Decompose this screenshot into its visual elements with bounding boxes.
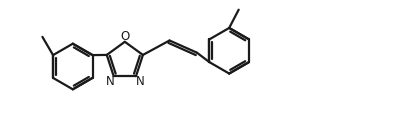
Text: N: N — [135, 75, 144, 88]
Text: O: O — [120, 30, 129, 43]
Text: N: N — [105, 75, 114, 88]
